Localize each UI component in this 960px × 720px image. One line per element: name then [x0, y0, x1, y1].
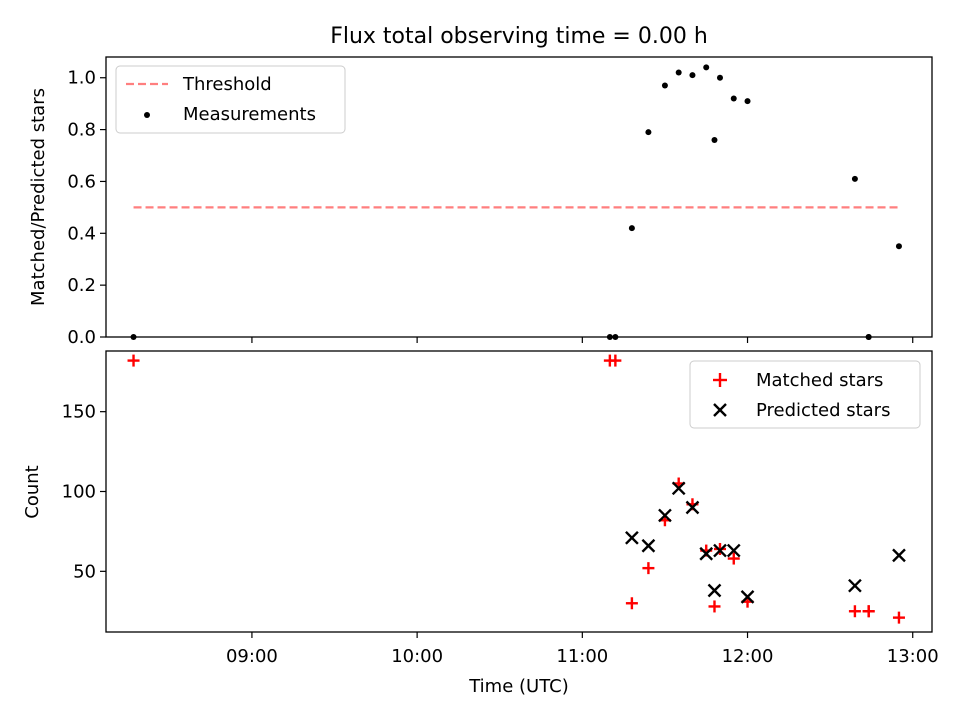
matched-legend-swatch: [713, 373, 727, 387]
matched-star-point: [892, 611, 905, 624]
measurement-point: [703, 64, 710, 71]
predicted-marker-b: [713, 543, 727, 558]
predicted-marker-b: [740, 590, 755, 604]
bottom-panel: 50 100 150 09:00 10:00 11:00 12:00 13:00 Count…: [22, 350, 939, 697]
top-legend: Threshold Measurements: [115, 65, 346, 134]
predicted-star-point: [707, 583, 722, 598]
predicted-star-point: [658, 508, 672, 523]
predicted-star-point: [848, 578, 862, 593]
measurement-point: [628, 225, 635, 232]
measurement-point: [851, 175, 858, 182]
matched-star-point: [862, 605, 875, 618]
measurement-point: [675, 69, 682, 76]
measurement-point: [689, 72, 696, 79]
bottom-y-tick-label: 50: [73, 561, 96, 582]
predicted-star-point: [685, 500, 700, 515]
measurement-point: [661, 82, 668, 89]
x-tick-label: 13:00: [887, 646, 939, 667]
predicted-legend-label: Predicted stars: [756, 400, 890, 421]
x-tick-label: 12:00: [722, 646, 774, 667]
predicted-star-point: [726, 543, 741, 558]
bottom-y-axis: 50 100 150: [62, 402, 106, 582]
predicted-marker-b: [726, 543, 741, 558]
top-x-axis: [251, 337, 914, 343]
measurement-point: [711, 136, 718, 143]
matched-star-point: [727, 552, 740, 565]
bottom-plot-content: [127, 354, 906, 624]
x-axis-label: Time (UTC): [468, 676, 569, 697]
x-tick-label: 10:00: [391, 646, 443, 667]
top-axes-frame: [105, 56, 933, 338]
measurement-point: [895, 243, 902, 250]
top-y-tick-label: 0.0: [67, 327, 96, 348]
bottom-legend-box: [689, 360, 921, 429]
predicted-marker-b: [641, 538, 656, 553]
matched-star-point: [625, 597, 638, 610]
bottom-y-tick-label: 100: [62, 482, 96, 503]
matched-star-point: [708, 600, 721, 613]
measurement-point: [744, 98, 751, 105]
predicted-star-point: [699, 546, 714, 561]
threshold-legend-label: Threshold: [182, 74, 272, 95]
measurements-legend-swatch: [144, 112, 150, 118]
measurement-point: [716, 74, 723, 81]
top-panel: 0.0 0.2 0.4 0.6 0.8 1.0 Matched/Predicted sta…: [28, 56, 933, 348]
matched-star-point: [642, 562, 655, 575]
measurements-legend-label: Measurements: [183, 104, 316, 125]
predicted-marker-b: [699, 546, 714, 561]
predicted-legend-swatch: [713, 403, 727, 417]
top-y-tick-label: 0.8: [67, 120, 96, 141]
top-plot-content: [130, 64, 902, 340]
bottom-legend: Matched stars Predicted stars: [689, 360, 921, 429]
matched-star-point: [609, 354, 622, 367]
predicted-marker-b: [848, 578, 862, 593]
predicted-star-point: [641, 538, 656, 553]
chart-title: Flux total observing time = 0.00 h: [330, 24, 708, 49]
matched-legend-label: Matched stars: [756, 370, 883, 391]
measurement-point: [730, 95, 737, 102]
predicted-marker-b: [892, 548, 906, 563]
predicted-star-point: [740, 590, 755, 604]
bottom-x-axis: 09:00 10:00 11:00 12:00 13:00: [226, 632, 939, 667]
predicted-star-point: [671, 481, 686, 496]
predicted-star-point: [892, 548, 906, 563]
bottom-y-tick-label: 150: [62, 402, 96, 423]
x-tick-label: 11:00: [556, 646, 608, 667]
top-legend-box: [115, 65, 346, 134]
x-tick-label: 09:00: [226, 646, 278, 667]
top-y-tick-label: 0.2: [67, 275, 96, 296]
top-y-axis-label: Matched/Predicted stars: [28, 88, 49, 306]
predicted-marker-b: [707, 583, 722, 598]
top-y-tick-label: 1.0: [67, 68, 96, 89]
matched-star-point: [848, 605, 861, 618]
predicted-marker-b: [625, 530, 639, 545]
predicted-star-point: [625, 530, 639, 545]
predicted-marker-b: [685, 500, 700, 515]
predicted-marker-b: [658, 508, 672, 523]
matched-star-point: [127, 354, 140, 367]
bottom-y-axis-label: Count: [22, 465, 43, 518]
predicted-marker-b: [671, 481, 686, 496]
top-y-tick-label: 0.6: [67, 171, 96, 192]
predicted-star-point: [713, 543, 727, 558]
top-y-axis: 0.0 0.2 0.4 0.6 0.8 1.0: [67, 68, 106, 348]
top-y-tick-label: 0.4: [67, 223, 96, 244]
measurement-point: [645, 129, 652, 136]
